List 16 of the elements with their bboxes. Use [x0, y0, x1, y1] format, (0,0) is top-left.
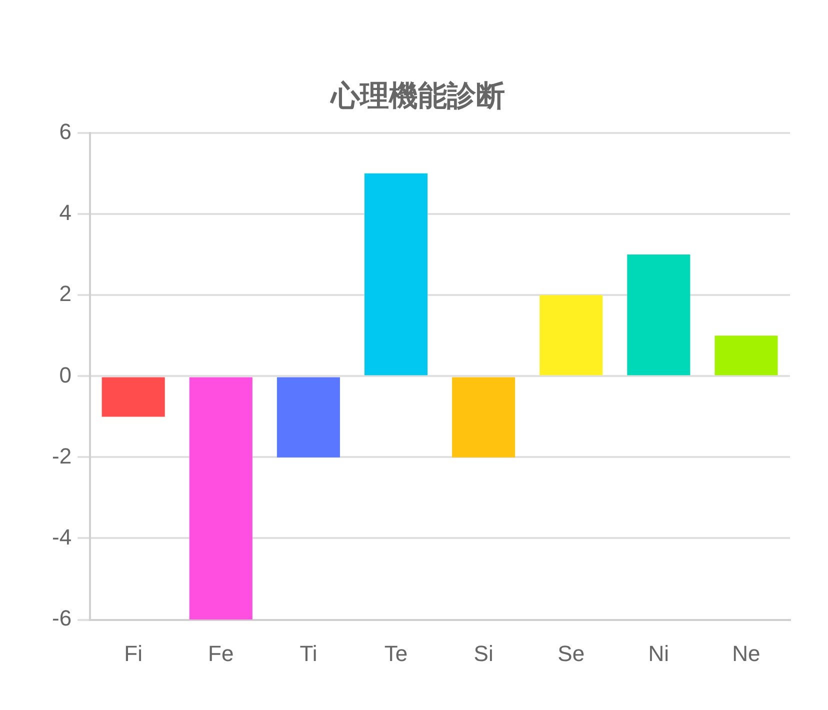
chart-title: 心理機能診断: [329, 79, 505, 112]
x-tick-label: Si: [474, 640, 494, 666]
x-tick-label: Fi: [124, 640, 143, 666]
y-tick-label: 2: [59, 281, 72, 306]
y-tick-label: -6: [52, 606, 72, 631]
x-tick-label: Ne: [732, 640, 760, 666]
y-tick-label: -4: [52, 524, 72, 550]
y-tick-label: 0: [59, 362, 72, 388]
x-tick-label: Ni: [648, 640, 670, 666]
y-tick-label: 6: [59, 118, 72, 144]
y-tick-label: 4: [59, 200, 72, 225]
x-tick-label: Se: [558, 640, 585, 666]
x-tick-label: Te: [384, 640, 408, 666]
y-tick-label: -2: [52, 443, 72, 468]
x-tick-label: Fe: [208, 640, 234, 666]
x-tick-label: Ti: [300, 640, 318, 666]
